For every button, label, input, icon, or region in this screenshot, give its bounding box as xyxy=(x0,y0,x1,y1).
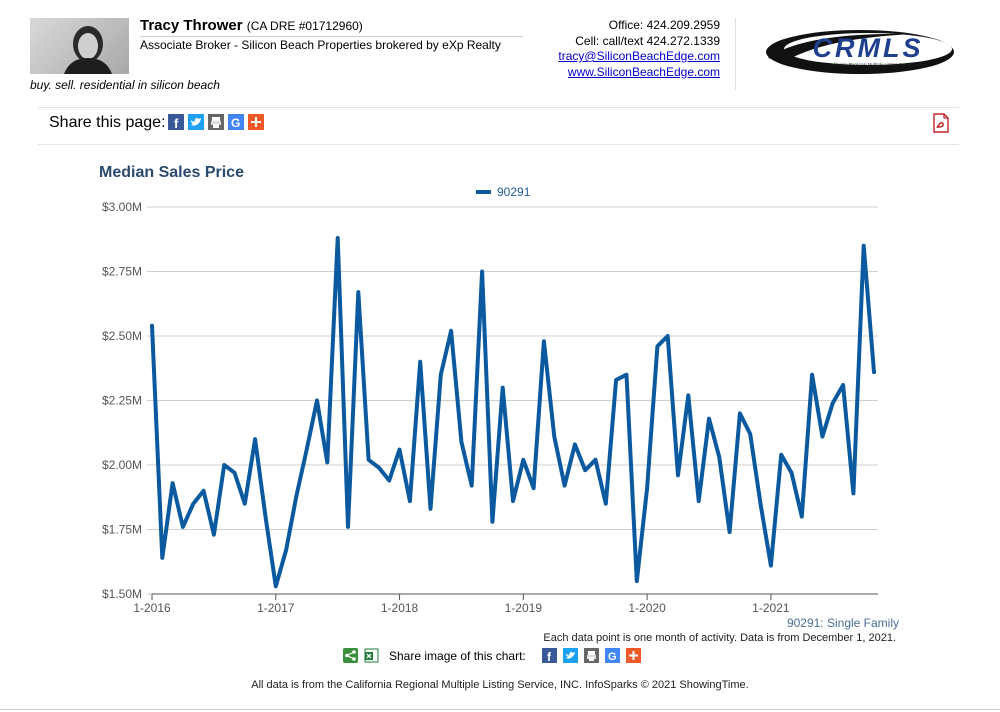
y-tick-label: $2.25M xyxy=(102,394,142,408)
agent-dre: (CA DRE #01712960) xyxy=(246,19,363,33)
svg-text:f: f xyxy=(547,650,552,663)
plus-icon[interactable] xyxy=(625,648,641,663)
chart-title: Median Sales Price xyxy=(99,164,244,181)
y-tick-label: $2.50M xyxy=(102,329,142,343)
twitter-icon[interactable] xyxy=(562,648,578,663)
logo-subtext: California Regional Multiple Listing Ser… xyxy=(828,62,923,67)
series-note: 90291: Single Family xyxy=(786,616,899,630)
print-icon[interactable] xyxy=(583,648,599,663)
logo-text: CRMLS xyxy=(813,33,924,63)
share-icon[interactable] xyxy=(343,648,358,663)
x-tick-label: 1-2021 xyxy=(752,601,790,615)
svg-text:G: G xyxy=(608,651,617,663)
chart-series xyxy=(150,236,876,589)
office-phone: Office: 424.209.2959 xyxy=(608,18,720,32)
agent-name: Tracy Thrower (CA DRE #01712960) xyxy=(140,17,363,34)
divider xyxy=(0,709,1000,710)
agent-header: Tracy Thrower (CA DRE #01712960) Associa… xyxy=(0,0,1000,100)
agent-name-text: Tracy Thrower xyxy=(140,17,243,34)
x-tick-label: 1-2018 xyxy=(381,601,419,615)
y-tick-label: $1.50M xyxy=(102,587,142,601)
agent-tagline: buy. sell. residential in silicon beach xyxy=(30,78,220,92)
facebook-icon[interactable]: f xyxy=(541,648,557,663)
data-note: Each data point is one month of activity… xyxy=(543,632,896,644)
print-icon[interactable] xyxy=(208,114,224,130)
x-tick-label: 1-2020 xyxy=(628,601,666,615)
y-tick-label: $2.75M xyxy=(102,265,142,279)
cell-phone: Cell: call/text 424.272.1339 xyxy=(575,33,720,48)
x-tick-label: 1-2019 xyxy=(505,601,543,615)
x-tick-label: 1-2016 xyxy=(133,601,171,615)
y-tick-label: $2.00M xyxy=(102,458,142,472)
legend-swatch xyxy=(476,190,491,194)
email-link[interactable]: tracy@SiliconBeachEdge.com xyxy=(558,49,720,63)
series-line-90291 xyxy=(150,236,876,589)
share-page-label: Share this page: xyxy=(49,114,166,131)
share-chart-label: Share image of this chart: xyxy=(389,648,526,663)
excel-icon[interactable] xyxy=(364,648,379,663)
chart-grid xyxy=(147,206,878,595)
agent-photo xyxy=(30,18,129,74)
chart-legend: 90291 xyxy=(476,185,530,199)
legend-label: 90291 xyxy=(497,185,531,199)
twitter-icon[interactable] xyxy=(188,114,204,130)
crmls-logo: CRMLS California Regional Multiple Listi… xyxy=(764,28,956,81)
contact-info: Office: 424.209.2959 Cell: call/text 424… xyxy=(558,18,720,80)
share-page-icons: f G xyxy=(168,114,264,130)
facebook-icon[interactable]: f xyxy=(168,114,184,130)
divider xyxy=(735,18,736,90)
y-tick-label: $3.00M xyxy=(102,200,142,214)
share-chart-bar: Share image of this chart: f G xyxy=(343,648,641,663)
share-page-bar: Share this page: f G xyxy=(38,107,959,145)
x-tick-label: 1-2017 xyxy=(257,601,295,615)
svg-text:G: G xyxy=(231,116,240,130)
google-icon[interactable]: G xyxy=(228,114,244,130)
svg-text:f: f xyxy=(174,116,179,130)
divider xyxy=(140,36,523,37)
agent-title: Associate Broker - Silicon Beach Propert… xyxy=(140,38,501,52)
website-link[interactable]: www.SiliconBeachEdge.com xyxy=(567,64,720,79)
footer-note: All data is from the California Regional… xyxy=(251,679,749,691)
plus-icon[interactable] xyxy=(248,114,264,130)
y-tick-label: $1.75M xyxy=(102,523,142,537)
google-icon[interactable]: G xyxy=(604,648,620,663)
chart-axes: $1.50M $1.75M $2.00M $2.25M $2.50M $2.75M $3.0… xyxy=(102,200,878,615)
pdf-icon[interactable] xyxy=(932,113,950,138)
